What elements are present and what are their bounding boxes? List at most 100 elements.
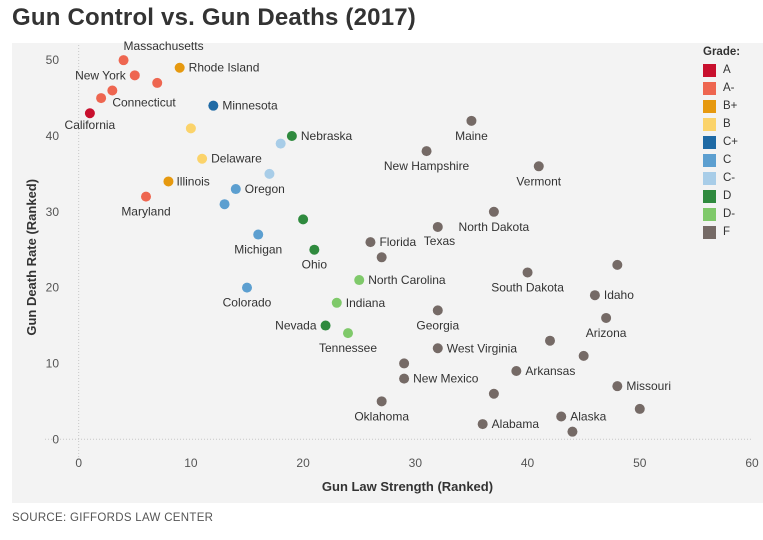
point-label: Illinois bbox=[176, 174, 209, 188]
point-label: Vermont bbox=[516, 174, 561, 188]
legend-item: C+ bbox=[703, 133, 759, 151]
x-tick-label: 50 bbox=[633, 456, 647, 470]
data-point bbox=[343, 328, 353, 339]
data-point bbox=[163, 176, 174, 187]
point-label: North Dakota bbox=[459, 220, 530, 234]
data-point bbox=[376, 252, 387, 263]
legend-label: D bbox=[723, 190, 732, 202]
point-label: South Dakota bbox=[491, 280, 564, 294]
point-label: Georgia bbox=[416, 318, 459, 332]
legend-label: C+ bbox=[723, 136, 739, 148]
source-note: SOURCE: GIFFORDS LAW CENTER bbox=[12, 512, 214, 524]
data-point bbox=[522, 267, 533, 278]
point-label: Rhode Island bbox=[189, 61, 260, 75]
legend-label: F bbox=[723, 226, 731, 238]
data-point bbox=[421, 146, 432, 157]
legend-item: B+ bbox=[703, 97, 759, 115]
legend-swatch bbox=[703, 189, 716, 203]
data-point bbox=[208, 100, 219, 111]
legend-label: B bbox=[723, 118, 731, 130]
point-label: Nebraska bbox=[301, 129, 353, 143]
point-label: Minnesota bbox=[222, 99, 278, 113]
legend-label: A bbox=[723, 64, 731, 76]
y-tick-label: 30 bbox=[46, 205, 60, 219]
data-point bbox=[589, 290, 600, 301]
legend-label: C bbox=[723, 154, 732, 166]
legend-items: A A- B+ B C+ C C- D D- F bbox=[703, 61, 759, 241]
point-label: Tennessee bbox=[319, 341, 377, 355]
chart-background bbox=[12, 43, 763, 503]
data-point bbox=[432, 221, 443, 232]
x-tick-label: 10 bbox=[184, 456, 198, 470]
point-label: Maryland bbox=[121, 205, 170, 219]
point-label: Indiana bbox=[346, 296, 386, 310]
legend-swatch bbox=[703, 63, 716, 77]
x-tick-label: 0 bbox=[75, 456, 82, 470]
legend-label: C- bbox=[723, 172, 736, 184]
y-tick-label: 40 bbox=[46, 129, 60, 143]
data-point bbox=[545, 335, 555, 346]
legend-label: B+ bbox=[723, 100, 738, 112]
data-point bbox=[320, 320, 331, 331]
point-label: New York bbox=[75, 68, 127, 82]
legend-swatch bbox=[703, 153, 716, 167]
data-point bbox=[107, 85, 118, 96]
point-label: Florida bbox=[379, 235, 416, 249]
point-label: Idaho bbox=[604, 288, 634, 302]
data-point bbox=[432, 305, 443, 316]
data-point bbox=[253, 229, 264, 240]
x-tick-label: 40 bbox=[521, 456, 535, 470]
data-point bbox=[376, 396, 387, 407]
legend-item: F bbox=[703, 223, 759, 241]
legend-swatch bbox=[703, 99, 716, 113]
point-label: Arizona bbox=[586, 326, 627, 340]
data-point bbox=[399, 358, 410, 369]
data-point bbox=[365, 237, 376, 248]
data-point bbox=[230, 184, 241, 195]
legend-item: B bbox=[703, 115, 759, 133]
legend-label: A- bbox=[723, 82, 735, 94]
legend-item: C bbox=[703, 151, 759, 169]
legend-item: D- bbox=[703, 205, 759, 223]
data-point bbox=[399, 373, 410, 384]
data-point bbox=[488, 206, 499, 217]
point-label: Connecticut bbox=[112, 95, 176, 109]
point-label: Alaska bbox=[570, 410, 606, 424]
point-label: Oregon bbox=[245, 182, 285, 196]
point-label: California bbox=[65, 118, 116, 132]
point-label: Nevada bbox=[275, 319, 317, 333]
legend-swatch bbox=[703, 135, 716, 149]
legend-swatch bbox=[703, 117, 716, 131]
point-label: Michigan bbox=[234, 243, 282, 257]
data-point bbox=[533, 161, 544, 172]
data-point bbox=[129, 70, 140, 81]
data-point bbox=[488, 388, 499, 399]
point-label: Maine bbox=[455, 129, 488, 143]
legend-label: D- bbox=[723, 208, 736, 220]
legend-swatch bbox=[703, 81, 716, 95]
data-point bbox=[96, 93, 107, 104]
legend-swatch bbox=[703, 225, 716, 239]
legend-title: Grade: bbox=[703, 46, 741, 58]
point-label: Delaware bbox=[211, 152, 262, 166]
y-tick-label: 10 bbox=[46, 356, 60, 370]
data-point bbox=[477, 419, 488, 430]
point-label: Missouri bbox=[626, 379, 671, 393]
data-point bbox=[118, 55, 129, 66]
data-point bbox=[84, 108, 95, 119]
x-tick-label: 60 bbox=[745, 456, 759, 470]
data-point bbox=[432, 343, 443, 354]
point-label: New Hampshire bbox=[384, 159, 470, 173]
y-tick-label: 50 bbox=[46, 53, 60, 67]
point-label: Texas bbox=[424, 234, 455, 248]
data-point bbox=[556, 411, 567, 422]
data-point bbox=[197, 153, 208, 164]
data-point bbox=[331, 297, 342, 308]
point-label: Massachusetts bbox=[124, 39, 204, 53]
data-point bbox=[298, 214, 309, 225]
point-label: Ohio bbox=[302, 258, 328, 272]
data-point bbox=[354, 275, 365, 286]
y-axis-label: Gun Death Rate (Ranked) bbox=[24, 179, 39, 336]
data-point bbox=[578, 350, 589, 361]
